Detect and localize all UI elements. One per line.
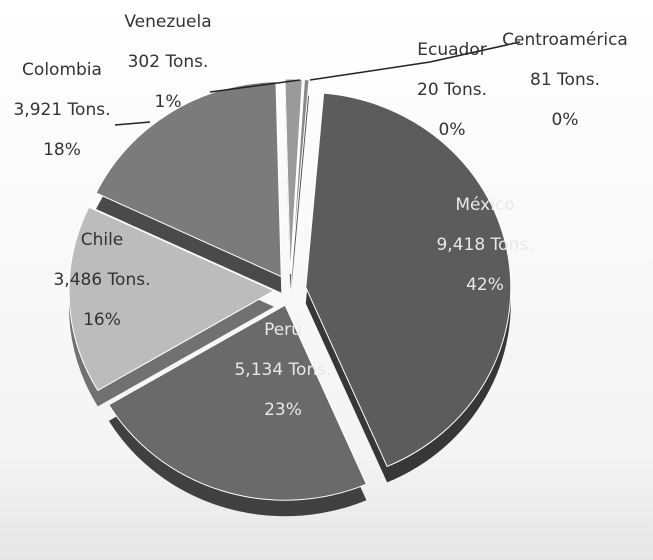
slice-label: Colombia — [22, 60, 102, 80]
leader-line — [209, 79, 301, 93]
value-label: 3,921 Tons. — [13, 100, 110, 120]
slice-label: Chile — [81, 230, 124, 250]
pie — [68, 78, 512, 517]
percent-label: 0% — [439, 120, 466, 140]
slice — [68, 206, 276, 392]
slice-label: México — [455, 195, 514, 215]
slice — [284, 78, 303, 275]
slice — [290, 78, 310, 275]
percent-label: 18% — [43, 140, 81, 160]
value-label: 20 Tons. — [417, 80, 487, 100]
leader-line — [114, 121, 151, 126]
slice-side — [291, 95, 310, 291]
value-label: 9,418 Tons. — [436, 235, 533, 255]
slice — [305, 92, 512, 468]
value-label: 302 Tons. — [128, 52, 209, 72]
slice-label: Venezuela — [124, 12, 211, 32]
slice-label: Perú — [264, 320, 302, 340]
slice-label: Ecuador — [417, 40, 486, 60]
slice — [108, 304, 368, 501]
leader-line — [309, 41, 521, 81]
slice-label: Centroamérica — [502, 30, 628, 50]
percent-label: 42% — [466, 275, 504, 295]
percent-label: 23% — [264, 400, 302, 420]
value-label: 81 Tons. — [530, 70, 600, 90]
labels: México 9,418 Tons. 42% Perú 5,134 Tons. 23% Ch… — [13, 12, 627, 420]
slice — [95, 81, 282, 278]
percent-label: 0% — [552, 110, 579, 130]
value-label: 3,486 Tons. — [53, 270, 150, 290]
percent-label: 16% — [83, 310, 121, 330]
value-label: 5,134 Tons. — [234, 360, 331, 380]
percent-label: 1% — [155, 92, 182, 112]
